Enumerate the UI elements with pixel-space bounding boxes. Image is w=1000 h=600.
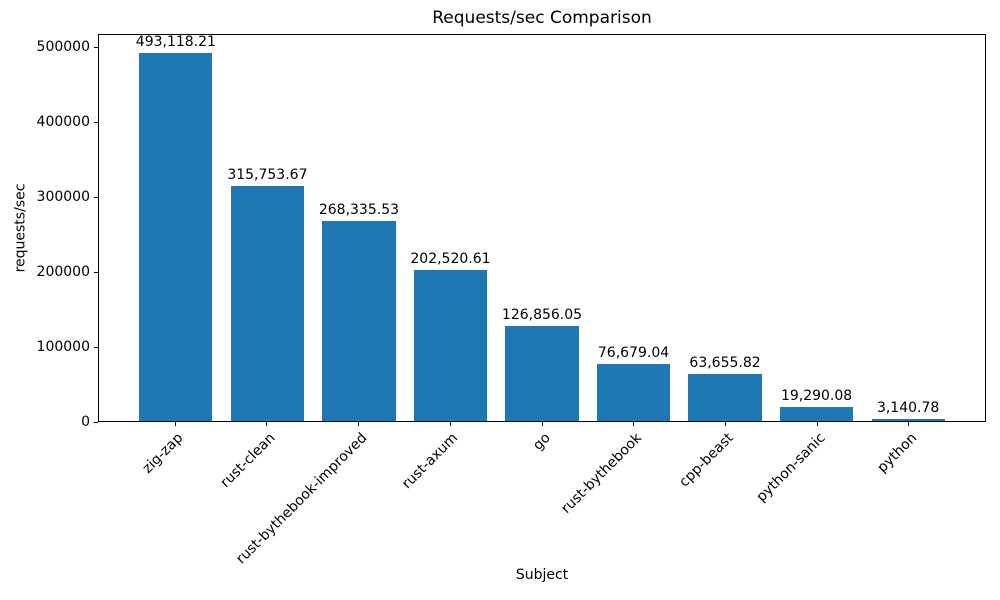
bar-python — [871, 418, 945, 421]
x-tick-label-rust-bythebook: rust-bythebook — [558, 430, 646, 517]
y-tick-label: 200000 — [36, 264, 90, 281]
bar-value-label: 76,679.04 — [597, 344, 670, 361]
y-tick-label: 400000 — [36, 114, 90, 131]
y-tick-label: 100000 — [36, 339, 90, 356]
plot-area: 493,118.21 315,753.67 268,335.53 202,520.61… — [98, 34, 986, 422]
x-tick-mark — [449, 422, 451, 426]
x-tick-mark — [908, 422, 910, 426]
x-tick-mark — [816, 422, 818, 426]
bar-rust-axum — [413, 270, 488, 421]
y-tick-mark — [94, 346, 98, 348]
y-tick-label: 300000 — [36, 189, 90, 206]
x-tick-label-go: go — [529, 430, 554, 454]
bar-value-label: 315,753.67 — [227, 166, 308, 183]
x-tick-label-python: python — [874, 430, 921, 476]
y-tick-mark — [94, 46, 98, 48]
x-tick-label-cpp-beast: cpp-beast — [676, 430, 737, 491]
y-tick-mark — [94, 121, 98, 123]
bar-value-label: 3,140.78 — [876, 399, 940, 416]
bar-cpp-beast — [688, 373, 762, 421]
x-tick-mark — [633, 422, 635, 426]
y-axis-label: requests/sec — [12, 183, 29, 273]
y-tick-label: 0 — [81, 414, 90, 430]
y-axis: 0 100000 200000 300000 400000 500000 — [0, 34, 98, 430]
x-tick-mark — [541, 422, 543, 426]
x-tick-mark — [358, 422, 360, 426]
x-axis: zig-zap rust-clean rust-bythebook-improved… — [98, 422, 986, 567]
x-tick-mark — [266, 422, 268, 426]
x-axis-label: Subject — [515, 567, 569, 583]
bar-rust-bythebook-improved — [322, 220, 396, 421]
chart-title: Requests/sec Comparison — [432, 8, 652, 28]
bar-value-label: 268,335.53 — [318, 201, 400, 218]
bar-value-label: 493,118.21 — [135, 34, 216, 51]
bar-rust-clean — [230, 185, 305, 421]
x-tick-label-rust-axum: rust-axum — [399, 430, 462, 493]
x-tick-label-zig-zap: zig-zap — [139, 430, 187, 477]
bar-value-label: 202,520.61 — [410, 251, 491, 268]
y-tick-mark — [94, 271, 98, 273]
bar-zig-zap — [139, 53, 213, 421]
y-tick-mark — [94, 196, 98, 198]
bar-value-label: 19,290.08 — [780, 387, 853, 404]
bar-rust-bythebook — [596, 363, 671, 421]
x-tick-label-python-sanic: python-sanic — [753, 430, 829, 506]
bar-python-sanic — [779, 406, 854, 421]
bar-value-label: 126,856.05 — [501, 307, 583, 324]
y-tick-label: 500000 — [36, 39, 90, 56]
x-tick-mark — [724, 422, 726, 426]
bar-go — [505, 326, 579, 421]
x-tick-label-rust-clean: rust-clean — [217, 430, 279, 491]
y-tick-mark — [94, 421, 98, 423]
x-tick-mark — [174, 422, 176, 426]
bar-value-label: 63,655.82 — [689, 354, 761, 371]
